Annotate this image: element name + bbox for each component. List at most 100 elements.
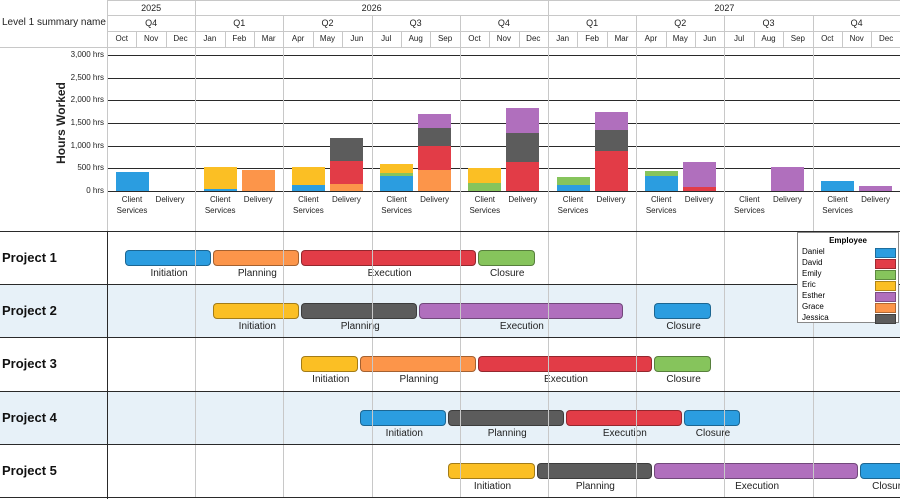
task-bar-planning[interactable] <box>448 409 564 426</box>
header-bottom-line <box>0 47 900 48</box>
chart-quarter-divider <box>813 47 814 231</box>
task-bar-execution[interactable] <box>477 356 653 373</box>
header-month-divider <box>225 31 226 47</box>
legend-item-label: Grace <box>802 302 824 311</box>
header-month-divider <box>754 31 755 47</box>
bar-segment-daniel <box>291 185 325 191</box>
task-label: Closure <box>666 374 701 386</box>
y-tick-label: 1,500 hrs <box>70 118 104 127</box>
chart-quarter-divider <box>283 47 284 231</box>
x-category-label: Services <box>116 206 148 215</box>
quarter-label: Q1 <box>586 18 599 28</box>
task-bar-initiation[interactable] <box>213 303 300 320</box>
y-gridline <box>107 146 900 147</box>
legend-swatch <box>875 248 896 258</box>
bar-segment-david <box>594 151 628 191</box>
chart-quarter-divider <box>724 47 725 231</box>
gantt-quarter-divider <box>813 231 814 497</box>
task-bar-execution[interactable] <box>566 409 682 426</box>
y-gridline <box>107 100 900 101</box>
header-month-divider <box>783 31 784 47</box>
task-bar-execution[interactable] <box>419 303 623 320</box>
header-month-divider <box>548 0 549 47</box>
task-bar-planning[interactable] <box>301 303 417 320</box>
quarter-label: Q4 <box>497 18 510 28</box>
y-tick-label: 1,000 hrs <box>70 141 104 150</box>
task-bar-planning[interactable] <box>536 462 653 479</box>
legend-item-label: Emily <box>802 269 822 278</box>
task-bar-closure[interactable] <box>683 409 741 426</box>
month-label: Aug <box>408 34 423 43</box>
chart-quarter-divider <box>107 47 108 231</box>
month-label: Jan <box>203 34 217 43</box>
legend-swatch <box>875 314 896 324</box>
gantt-row-divider <box>0 284 900 285</box>
task-bar-execution[interactable] <box>654 462 858 479</box>
gantt-row-divider <box>0 337 900 338</box>
bar-segment-eric <box>468 168 502 184</box>
task-bar-initiation[interactable] <box>301 356 359 373</box>
bar-segment-david <box>506 161 540 191</box>
y-gridline <box>107 78 900 79</box>
bar-segment-esther <box>594 111 628 130</box>
task-bar-initiation[interactable] <box>360 409 447 426</box>
task-label: Closure <box>872 480 900 492</box>
month-label: Nov <box>496 34 511 43</box>
x-category-label: Services <box>381 206 412 215</box>
task-bar-closure[interactable] <box>860 462 900 479</box>
month-label: Mar <box>261 34 276 43</box>
month-label: Apr <box>644 34 658 43</box>
bar-segment-jessica <box>418 127 452 146</box>
month-label: Oct <box>115 34 128 43</box>
task-bar-closure[interactable] <box>477 250 535 266</box>
gantt-row-divider <box>0 497 900 498</box>
header-month-divider <box>430 31 431 47</box>
bar-segment-daniel <box>556 184 590 191</box>
task-bar-initiation[interactable] <box>448 462 535 479</box>
x-category-label: Client <box>827 195 848 204</box>
bar-segment-esther <box>506 108 540 133</box>
bar-segment-emily <box>468 183 502 191</box>
gantt-row-divider <box>0 444 900 445</box>
task-label: Initiation <box>473 480 512 492</box>
task-bar-closure[interactable] <box>654 303 711 320</box>
task-label: Execution <box>735 480 780 492</box>
task-label: Execution <box>367 268 412 279</box>
month-label: Jan <box>556 34 570 43</box>
task-bar-planning[interactable] <box>360 356 476 373</box>
task-label: Planning <box>237 268 277 279</box>
legend-swatch <box>875 292 896 302</box>
task-bar-planning[interactable] <box>213 250 300 266</box>
task-bar-closure[interactable] <box>654 356 711 373</box>
gantt-quarter-divider <box>372 231 373 497</box>
header-month-divider <box>607 31 608 47</box>
task-bar-execution[interactable] <box>301 250 476 266</box>
x-category-label: Delivery <box>861 195 891 204</box>
project-name: Project 5 <box>2 462 57 478</box>
task-bar-initiation[interactable] <box>125 250 212 266</box>
y-tick-label: 2,000 hrs <box>70 95 104 104</box>
chart-quarter-divider <box>460 47 461 231</box>
project-name: Project 2 <box>2 303 57 319</box>
month-label: Sep <box>790 34 805 43</box>
month-label: Jun <box>350 34 364 43</box>
month-label: Jun <box>703 34 717 43</box>
month-label: Oct <box>468 34 481 43</box>
task-label: Planning <box>487 427 527 439</box>
header-month-divider <box>107 0 108 47</box>
x-category-label: Delivery <box>243 195 273 204</box>
bar-segment-eric <box>291 166 325 186</box>
header-month-divider <box>695 31 696 47</box>
gantt-quarter-divider <box>283 231 284 497</box>
legend-item: Esther <box>802 291 896 302</box>
bar-segment-eric <box>380 163 414 173</box>
header-month-divider <box>372 15 373 47</box>
gantt-quarter-divider <box>724 231 725 497</box>
y-gridline <box>107 123 900 124</box>
chart-quarter-divider <box>195 47 196 231</box>
x-category-label: Services <box>734 206 765 215</box>
month-label: Dec <box>173 34 188 43</box>
gantt-quarter-divider <box>460 231 461 497</box>
y-gridline <box>107 191 900 192</box>
month-label: May <box>672 34 688 43</box>
